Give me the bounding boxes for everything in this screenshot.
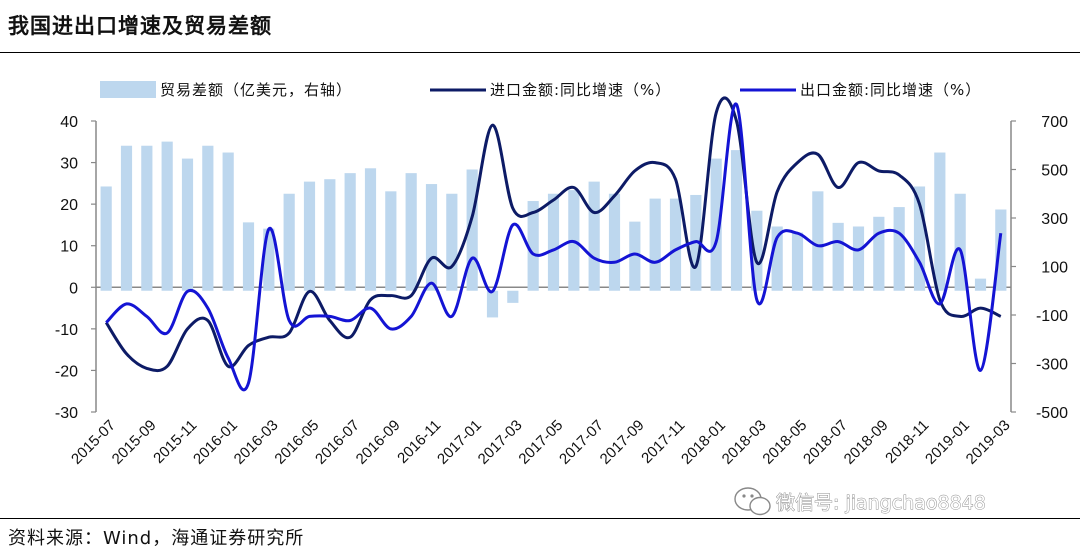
x-tick-label: 2019-03 (963, 417, 1014, 468)
trade-balance-bar (324, 179, 336, 291)
trade-balance-bar (425, 184, 438, 291)
legend-swatch-trade-balance (100, 81, 156, 98)
x-tick-label: 2016-01 (190, 417, 241, 468)
left-tick-label: -20 (55, 363, 78, 380)
x-tick-label: 2018-05 (759, 417, 810, 468)
legend-label-trade-balance: 贸易差额（亿美元，右轴） (160, 81, 352, 99)
trade-balance-bar (405, 173, 417, 291)
left-tick-label: -30 (55, 405, 78, 422)
trade-balance-bar (629, 221, 641, 291)
trade-balance-bar (974, 278, 987, 291)
trade-balance-bar (812, 191, 824, 291)
right-tick-label: 300 (1041, 211, 1068, 228)
trade-balance-bar (771, 226, 783, 291)
trade-balance-bar (527, 201, 539, 291)
x-tick-label: 2016-05 (271, 417, 322, 468)
lines (104, 96, 1003, 392)
trade-balance-bar (995, 209, 1007, 291)
trade-balance-bar (852, 226, 865, 291)
x-tick-label: 2017-05 (515, 417, 566, 468)
x-tick-label: 2017-03 (475, 417, 526, 468)
legend-label-import: 进口金额:同比增速（%） (490, 81, 671, 99)
x-tick-label: 2018-01 (678, 417, 729, 468)
x-tick-label: 2019-01 (922, 417, 973, 468)
trade-balance-bar (202, 145, 214, 291)
export-growth-line (105, 102, 1003, 392)
x-tick-label: 2017-09 (597, 417, 648, 468)
right-tick-label: -100 (1036, 308, 1068, 325)
watermark-text: 微信号: jiangchao8848 (776, 492, 986, 514)
trade-balance-bar (954, 193, 966, 291)
left-tick-label: 20 (60, 197, 78, 214)
trade-balance-bar (730, 150, 743, 291)
right-tick-label: -300 (1036, 357, 1068, 374)
trade-balance-bar (486, 290, 499, 318)
trade-balance-bar (934, 152, 946, 291)
x-tick-label: 2016-03 (231, 417, 282, 468)
trade-balance-bar (120, 145, 133, 291)
legend: 贸易差额（亿美元，右轴） 进口金额:同比增速（%） 出口金额:同比增速（%） (100, 81, 981, 99)
trade-balance-bar (791, 232, 804, 291)
trade-balance-bar (893, 207, 905, 291)
trade-balance-bar (385, 191, 397, 291)
trade-balance-bar (669, 198, 682, 291)
legend-label-export: 出口金额:同比增速（%） (800, 81, 981, 99)
trade-balance-bar (608, 193, 621, 291)
trade-balance-bar (751, 210, 763, 291)
x-tick-label: 2016-07 (312, 417, 363, 468)
x-tick-label: 2018-03 (719, 417, 770, 468)
right-tick-label: 500 (1041, 163, 1068, 180)
import-growth-line (104, 96, 1002, 373)
x-tick-label: 2017-07 (556, 417, 607, 468)
trade-balance-bar (547, 193, 560, 291)
trade-balance-bar (507, 290, 519, 303)
trade-balance-bar (446, 193, 458, 291)
right-tick-label: 700 (1041, 114, 1068, 131)
trade-balance-bar (344, 173, 356, 291)
watermark: 微信号: jiangchao8848 (734, 487, 986, 516)
trade-balance-bar (181, 158, 194, 291)
source-note: 资料来源：Wind，海通证券研究所 (8, 528, 305, 549)
trade-balance-bar (466, 169, 478, 291)
trade-balance-bar (649, 198, 661, 291)
x-tick-label: 2015-07 (68, 417, 119, 468)
left-tick-label: 40 (60, 114, 78, 131)
trade-balance-bar (710, 158, 722, 291)
trade-balance-bar (873, 216, 885, 291)
trade-balance-bar (283, 193, 295, 291)
left-tick-label: 0 (69, 280, 78, 297)
x-tick-label: 2016-09 (353, 417, 404, 468)
trade-balance-bar (588, 181, 600, 291)
wechat-icon (734, 487, 771, 516)
title-bar: 我国进出口增速及贸易差额 (0, 0, 1080, 53)
left-tick-label: -10 (55, 322, 78, 339)
trade-balance-bar (364, 168, 377, 291)
right-tick-label: -500 (1036, 405, 1068, 422)
left-tick-label: 10 (60, 239, 78, 256)
trade-balance-bar (100, 186, 112, 291)
trade-balance-bar (263, 228, 275, 291)
x-tick-label: 2017-01 (434, 417, 485, 468)
bars (100, 141, 1007, 318)
trade-balance-bar (303, 181, 316, 291)
left-tick-label: 30 (60, 156, 78, 173)
chart-title: 我国进出口增速及贸易差额 (8, 13, 272, 38)
x-tick-label: 2018-09 (841, 417, 892, 468)
right-tick-label: 100 (1041, 260, 1068, 277)
trade-balance-bar (832, 222, 844, 291)
trade-balance-bar (242, 222, 255, 291)
trade-balance-bar (222, 152, 234, 291)
x-tick-label: 2018-07 (800, 417, 851, 468)
trade-balance-bar (161, 141, 173, 291)
footer-divider (0, 518, 1080, 519)
x-tick-label: 2015-09 (109, 417, 160, 468)
trade-balance-bar (141, 145, 153, 291)
trade-balance-bar (913, 186, 926, 291)
